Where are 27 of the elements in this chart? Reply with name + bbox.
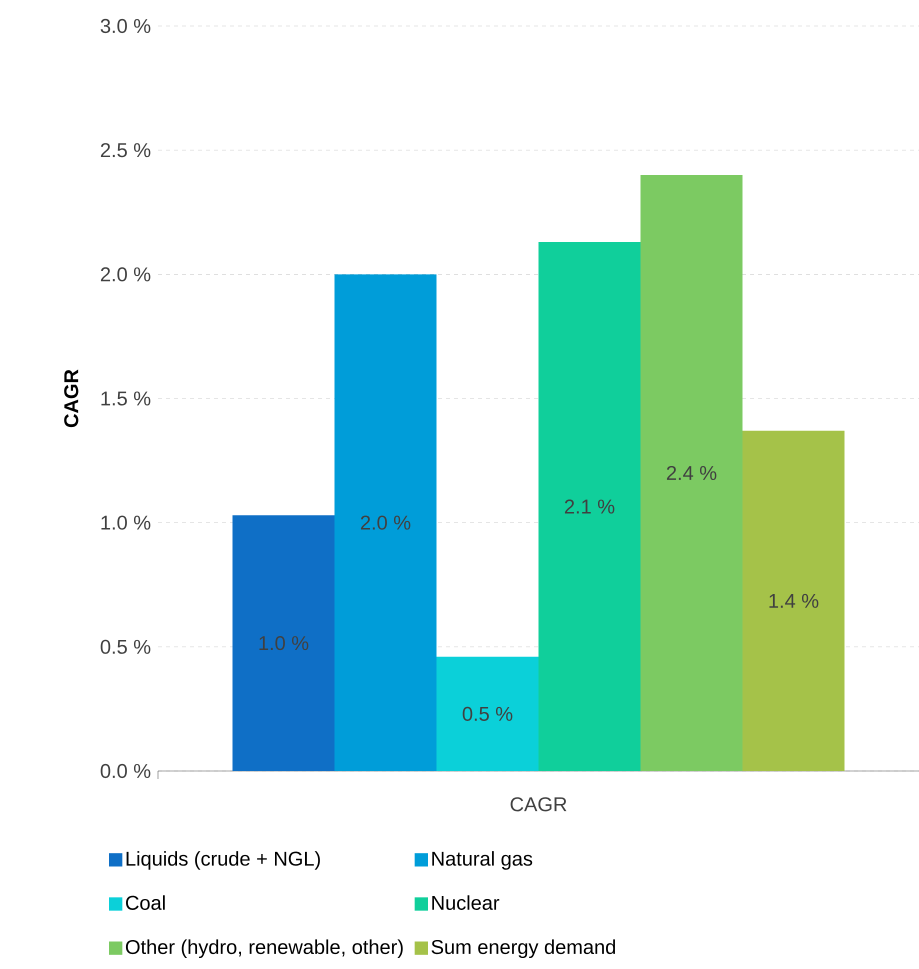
legend-label: Other (hydro, renewable, other) bbox=[126, 939, 403, 958]
data-label: 2.0 % bbox=[360, 516, 410, 530]
bar bbox=[232, 515, 334, 771]
legend-label: Liquids (crude + NGL) bbox=[126, 851, 320, 870]
data-label: 2.1 % bbox=[564, 499, 614, 514]
data-label: 0.5 % bbox=[462, 706, 512, 721]
y-tick-label: 3.0 % bbox=[100, 18, 150, 34]
legend-label: Sum energy demand bbox=[432, 939, 616, 958]
legend-label: Coal bbox=[126, 895, 165, 910]
bar bbox=[436, 656, 538, 771]
y-axis-title: CAGR bbox=[64, 369, 78, 428]
bar bbox=[640, 175, 743, 771]
y-tick-label: 0.0 % bbox=[100, 764, 150, 778]
y-tick-label: 2.0 % bbox=[100, 267, 150, 282]
legend-label: Natural gas bbox=[432, 851, 532, 870]
y-tick-label: 2.5 % bbox=[100, 143, 150, 158]
data-label: 1.4 % bbox=[769, 594, 818, 608]
data-label: 1.0 % bbox=[259, 636, 308, 650]
y-tick-label: 0.5 % bbox=[100, 640, 150, 654]
bar bbox=[334, 274, 436, 771]
bar bbox=[538, 242, 641, 771]
bar bbox=[742, 430, 845, 771]
legend-label: Nuclear bbox=[432, 895, 500, 910]
y-tick-label: 1.5 % bbox=[101, 391, 150, 406]
x-axis-title: CAGR bbox=[510, 797, 566, 812]
data-label: 2.4 % bbox=[666, 466, 716, 480]
y-tick-label: 1.0 % bbox=[101, 516, 150, 530]
